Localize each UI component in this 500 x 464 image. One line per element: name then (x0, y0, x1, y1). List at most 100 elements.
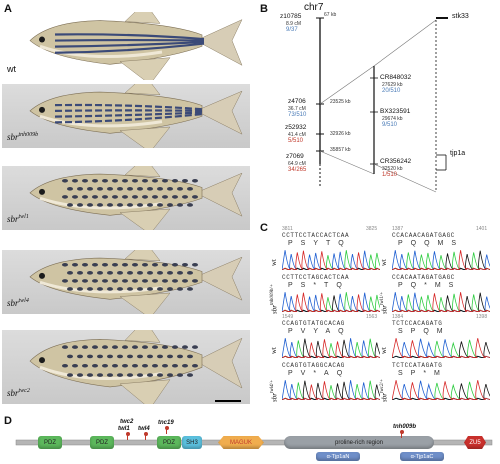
marker-name: z7069 (286, 153, 304, 160)
marker-kb: 35857 kb (330, 147, 351, 153)
sequence-position: 3811 (282, 226, 293, 232)
marker-name: z4706 (288, 98, 306, 105)
amino-acids: PQ*MS (398, 282, 462, 289)
marker-kb: 32520 kb (382, 166, 403, 172)
genotype-label: sbrtnh009b (7, 132, 39, 142)
amino-acids: PS*TQ (288, 282, 350, 289)
chromatogram-trace (282, 380, 380, 400)
dna-sequence: CCACAATAGATGAGC (392, 274, 456, 281)
amino-acids: PVYAQ (288, 328, 352, 335)
chromatogram-trace (282, 292, 380, 312)
mutation-label: tnh009b (393, 424, 417, 430)
genotype-label: sbrtwl4 (7, 298, 29, 308)
genotype-label: sbrtwc2 (7, 388, 30, 398)
sequence-position: 3825 (366, 226, 378, 232)
marker-ratio: 34/265 (288, 167, 307, 173)
marker-ratio: 73/510 (288, 112, 307, 118)
chromatogram-trace (282, 250, 380, 270)
dna-sequence: CCACAACAGATGAGC (392, 232, 456, 239)
chromosome-title: chr7 (304, 2, 324, 13)
mutation-pin-head (164, 426, 169, 430)
trace-label: sbrtwc2/+ (380, 378, 389, 402)
marker-name: z10785 (280, 13, 302, 20)
domain-zu5: ZU5 (464, 436, 486, 449)
chromatogram-trace (392, 250, 490, 270)
chromatogram-trace (392, 338, 490, 358)
sequence-position: 1384 (392, 314, 404, 320)
mutation-pin (145, 433, 146, 440)
mutation-pin (127, 433, 128, 440)
fish-photo: sbrtwc2 (2, 330, 250, 404)
trace-label: wt (270, 347, 278, 354)
dna-sequence: CCAGTGTATGCACAG (282, 320, 346, 327)
fish-photo: sbrtwl1 (2, 166, 250, 230)
mutation-pin-head (125, 432, 130, 436)
mutation-label: twl1 (118, 426, 130, 432)
marker-name: BX323591 (380, 108, 411, 115)
trace-label: wt (270, 259, 278, 266)
marker-kb: 23525 kb (330, 99, 351, 105)
fish-illustration (29, 84, 243, 148)
mutation-label: twl4 (138, 426, 150, 432)
amino-acids: SPQM (398, 328, 451, 335)
chromatogram-trace (392, 380, 490, 400)
gene-label-tjp1a: tjp1a (450, 150, 466, 157)
marker-kb: 32926 kb (330, 131, 351, 137)
trace-label: sbrtnh009b/+ (270, 283, 279, 314)
sequence-position: 1387 (392, 226, 404, 232)
marker-ratio: 9/510 (382, 122, 398, 128)
fish-photo: sbrtnh009b (2, 84, 250, 148)
marker-kb: 27629 kb (382, 82, 403, 88)
domain-proline-rich: proline-rich region (284, 436, 434, 449)
chromatogram-trace (282, 338, 380, 358)
marker-name: CR356242 (380, 158, 412, 165)
domain-maguk: MAGUK (218, 436, 264, 449)
chromatogram-trace (392, 292, 490, 312)
fish-illustration (29, 250, 243, 314)
marker-name: z52932 (285, 124, 307, 131)
panel-b-letter: B (260, 3, 268, 15)
marker-cm: 41.4 cM (288, 132, 306, 138)
fish-illustration (29, 330, 243, 404)
trace-label: sbrtwl1/+ (380, 291, 389, 314)
mutation-pin (166, 427, 167, 434)
marker-cm: 8.9 cM (286, 21, 302, 27)
dna-sequence: TCTCCACAGATG (392, 320, 443, 327)
marker-ratio: 20/510 (382, 88, 401, 94)
sequence-position: 1401 (476, 226, 488, 232)
trace-label: sbrtwl4/+ (270, 379, 279, 402)
scale-bar (215, 400, 241, 402)
fish-photo: sbrtwl4 (2, 250, 250, 314)
domain-pdz-1: PDZ (38, 436, 62, 449)
genetic-map-diagram (316, 17, 448, 193)
marker-kb: 67 kb (324, 12, 337, 18)
marker-ratio: 5/510 (288, 138, 304, 144)
sequence-position: 1549 (282, 314, 294, 320)
dna-sequence: CCTTCCTAGCACTCAA (282, 274, 350, 281)
mutation-pin-head (399, 430, 404, 434)
marker-ratio: 1/510 (382, 172, 398, 178)
trace-label: wt (380, 259, 388, 266)
amino-acids: PSYTQ (288, 240, 352, 247)
dna-sequence: TCTCCATAGATG (392, 362, 443, 369)
mutation-label: twc2 (120, 419, 134, 425)
dna-sequence: CCAGTGTAGGCACAG (282, 362, 346, 369)
dna-sequence: CCTTCCTACCACTCAA (282, 232, 350, 239)
gene-label-stk33: stk33 (452, 13, 469, 20)
antibody-tjp1ac: α-Tjp1aC (400, 452, 444, 461)
mutation-pin-head (143, 432, 148, 436)
panel-c-letter: C (260, 222, 268, 234)
panel-a-letter: A (4, 3, 12, 15)
sequence-position: 1563 (366, 314, 378, 320)
marker-ratio: 9/37 (286, 27, 298, 33)
domain-sh3: SH3 (182, 436, 202, 449)
antibody-tjp1an: α-Tjp1aN (316, 452, 360, 461)
fish-illustration (29, 166, 243, 230)
amino-acids: SP*M (398, 370, 448, 377)
domain-pdz-3: PDZ (157, 436, 181, 449)
marker-cm: 64.9 cM (288, 161, 306, 167)
amino-acids: PQQMS (398, 240, 465, 247)
trace-label: wt (380, 347, 388, 354)
marker-name: CR848032 (380, 74, 412, 81)
marker-kb: 29674 kb (382, 116, 403, 122)
